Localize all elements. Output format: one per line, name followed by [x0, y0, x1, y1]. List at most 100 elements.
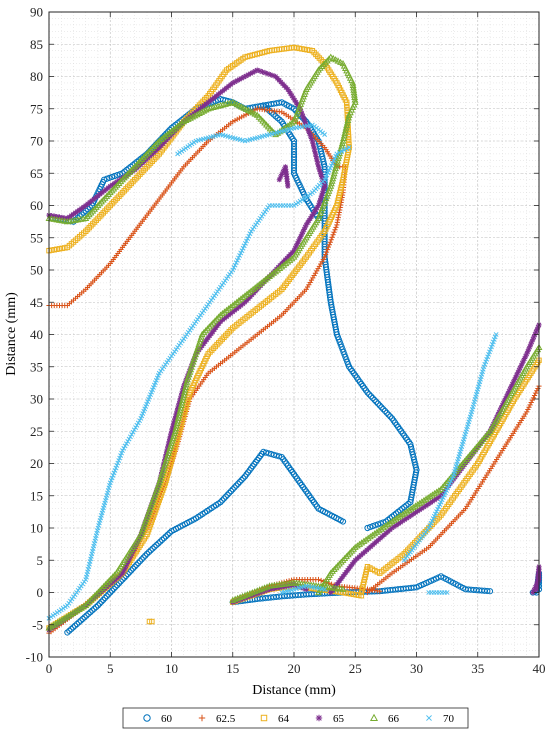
data-point — [71, 622, 79, 629]
data-point — [106, 174, 113, 181]
data-point — [217, 499, 224, 506]
legend-item: 62.5 — [198, 713, 236, 725]
y-tick-label: 75 — [30, 101, 43, 116]
data-point — [286, 256, 294, 263]
data-point — [506, 388, 512, 394]
series-70 — [46, 122, 499, 621]
data-point — [254, 67, 260, 73]
data-point — [417, 507, 423, 513]
data-point — [224, 491, 231, 498]
data-point — [232, 79, 238, 85]
data-point — [103, 175, 110, 182]
data-point — [318, 193, 325, 199]
data-point — [179, 391, 185, 397]
data-point — [236, 255, 241, 261]
data-point — [366, 533, 374, 540]
y-tick-label: 85 — [30, 37, 43, 52]
data-point — [389, 525, 395, 531]
data-point — [314, 156, 320, 162]
data-point — [252, 68, 258, 74]
data-point — [147, 547, 154, 554]
data-point — [349, 79, 357, 86]
legend-label: 60 — [161, 713, 173, 725]
data-point — [164, 531, 171, 538]
data-point — [256, 586, 264, 593]
data-point — [371, 530, 379, 537]
data-point — [131, 427, 137, 433]
data-point — [237, 295, 245, 302]
series-segment — [315, 343, 543, 596]
data-point — [79, 615, 86, 623]
data-point — [525, 348, 531, 355]
data-point — [435, 487, 443, 494]
data-point — [245, 288, 253, 296]
data-point — [282, 259, 290, 267]
data-point — [105, 591, 112, 598]
data-point — [315, 577, 322, 583]
data-point — [225, 305, 233, 312]
data-point — [309, 213, 315, 219]
data-point — [523, 353, 529, 359]
data-point — [121, 568, 127, 574]
series-65 — [46, 67, 542, 633]
data-point — [126, 569, 133, 576]
data-point — [107, 589, 114, 596]
data-point — [231, 265, 237, 271]
data-point — [317, 169, 323, 175]
legend-item: 65 — [315, 713, 345, 725]
data-point — [312, 148, 318, 154]
data-point — [242, 240, 248, 246]
data-point — [349, 81, 357, 88]
data-point — [425, 501, 431, 507]
data-point — [261, 276, 269, 283]
data-point — [510, 379, 516, 385]
data-point — [383, 409, 390, 416]
data-point — [302, 118, 308, 124]
series-segment — [279, 583, 328, 595]
data-point — [276, 177, 282, 183]
data-point — [129, 432, 135, 437]
data-point — [108, 587, 116, 594]
data-point — [302, 224, 308, 230]
data-point — [245, 236, 251, 241]
data-point — [351, 543, 359, 550]
data-point — [112, 180, 118, 186]
data-point — [223, 306, 231, 313]
data-point — [322, 254, 328, 260]
data-point — [321, 185, 327, 192]
data-point — [313, 207, 319, 213]
data-point — [121, 445, 127, 451]
data-point — [255, 280, 263, 288]
data-point — [318, 171, 324, 177]
data-point — [261, 584, 269, 591]
data-point — [164, 446, 170, 452]
data-point — [292, 245, 298, 251]
data-point — [533, 390, 539, 396]
data-point — [264, 274, 271, 281]
data-point — [419, 505, 425, 511]
data-point — [253, 282, 261, 289]
legend-marker — [369, 713, 379, 722]
data-point — [249, 285, 257, 292]
data-point — [535, 385, 541, 392]
data-point — [436, 494, 442, 500]
data-point — [319, 176, 325, 182]
data-point — [81, 614, 88, 621]
data-point — [229, 486, 236, 493]
data-point — [511, 377, 518, 383]
data-point — [353, 542, 361, 549]
data-point — [114, 179, 120, 185]
data-point — [114, 171, 121, 179]
legend-marker — [426, 715, 432, 721]
x-tick-label: 5 — [107, 661, 114, 676]
data-point — [308, 135, 315, 142]
tick-layer: 0 5 10 15 20 25 30 35 40 -10 -5 0 5 10 15 20 25 30 35 40 45 5… — [26, 5, 546, 677]
data-point — [322, 586, 328, 592]
data-point — [131, 563, 138, 570]
data-point — [299, 111, 305, 117]
data-point — [103, 593, 110, 600]
data-point — [312, 151, 319, 157]
data-point — [276, 453, 283, 460]
data-point — [530, 395, 537, 401]
